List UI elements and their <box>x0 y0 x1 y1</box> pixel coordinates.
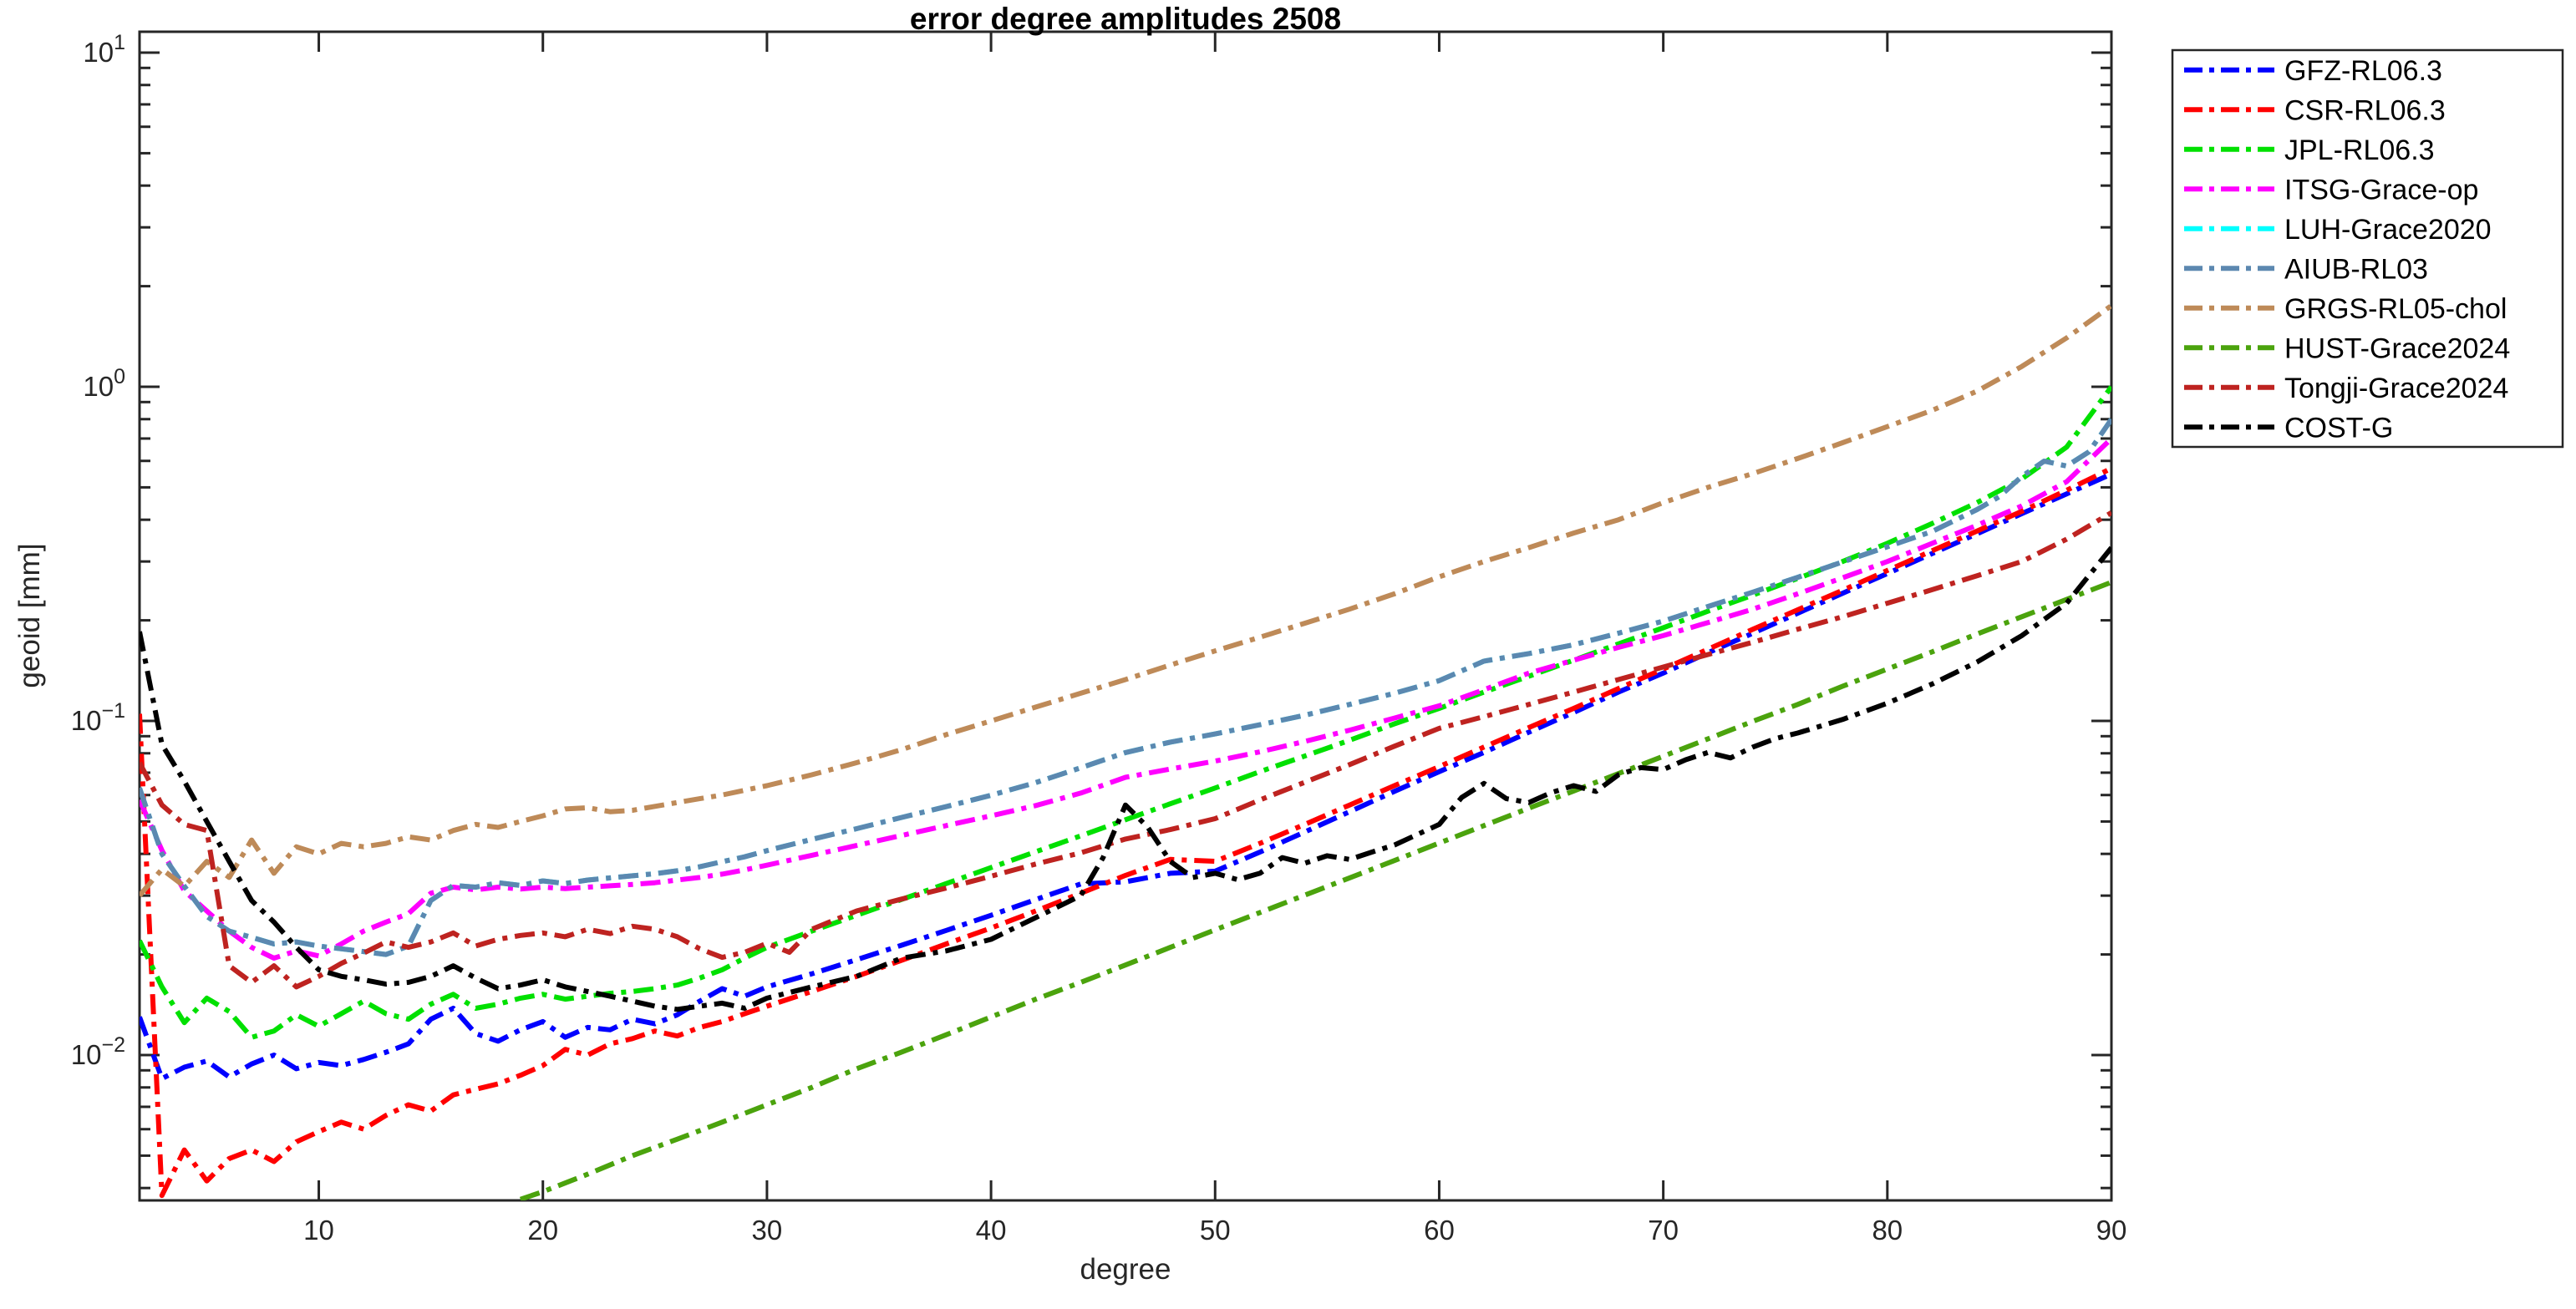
legend-item: COST-G <box>2184 412 2393 444</box>
legend-item: GFZ-RL06.3 <box>2184 55 2442 87</box>
y-tick-label: 10−1 <box>71 699 125 736</box>
series-line-ITSG-Grace-op <box>140 436 2111 961</box>
legend-item: ITSG-Grace-op <box>2184 174 2478 205</box>
x-tick-label: 10 <box>303 1215 334 1246</box>
legend-item: HUST-Grace2024 <box>2184 332 2510 364</box>
y-tick-label: 101 <box>83 31 125 68</box>
plot-box <box>138 30 2113 1202</box>
x-tick-label: 70 <box>1648 1215 1679 1246</box>
legend-item: Tongji-Grace2024 <box>2184 373 2508 404</box>
x-tick-label: 90 <box>2096 1215 2127 1246</box>
legend-label: AIUB-RL03 <box>2284 253 2428 285</box>
legend-label: GRGS-RL05-chol <box>2284 293 2507 325</box>
y-axis-label: geoid [mm] <box>13 543 46 688</box>
x-tick-label: 80 <box>1872 1215 1903 1246</box>
x-axis-label: degree <box>1080 1253 1171 1286</box>
x-tick-label: 50 <box>1200 1215 1231 1246</box>
legend-label: Tongji-Grace2024 <box>2284 373 2508 404</box>
series-line-JPL-RL06.3 <box>140 385 2111 1040</box>
y-tick-label: 10−2 <box>71 1033 125 1070</box>
series-line-Tongji-Grace2024 <box>140 510 2111 990</box>
tick-labels: 10 20 30 40 50 60 70 80 90 101 100 10−1 10−2 <box>71 31 2127 1246</box>
legend-item: LUH-Grace2020 <box>2184 214 2492 246</box>
series-line-HUST-Grace2024 <box>519 580 2111 1200</box>
x-tick-label: 20 <box>527 1215 558 1246</box>
legend-item: JPL-RL06.3 <box>2184 134 2435 166</box>
series-lines <box>140 303 2111 1200</box>
legend-label: COST-G <box>2284 412 2393 444</box>
legend: GFZ-RL06.3 CSR-RL06.3 JPL-RL06.3 ITSG-Grace… <box>2171 48 2564 449</box>
x-tick-label: 40 <box>976 1215 1007 1246</box>
legend-box <box>2171 48 2564 449</box>
series-line-AIUB-RL03 <box>140 418 2111 957</box>
legend-item: AIUB-RL03 <box>2184 253 2428 285</box>
legend-label: HUST-Grace2024 <box>2284 332 2510 364</box>
chart-title: error degree amplitudes 2508 <box>909 2 1342 36</box>
series-line-GFZ-RL06.3 <box>140 471 2111 1082</box>
series-line-GRGS-RL05-chol <box>140 303 2111 898</box>
axis-ticks <box>140 32 2113 1200</box>
legend-label: CSR-RL06.3 <box>2284 94 2446 126</box>
x-tick-label: 30 <box>752 1215 783 1246</box>
series-line-COST-G <box>140 545 2111 1012</box>
x-tick-label: 60 <box>1424 1215 1455 1246</box>
y-tick-label: 100 <box>83 365 125 402</box>
legend-label: ITSG-Grace-op <box>2284 174 2478 205</box>
legend-item: GRGS-RL05-chol <box>2184 293 2507 325</box>
legend-item: CSR-RL06.3 <box>2184 94 2446 126</box>
legend-label: JPL-RL06.3 <box>2284 134 2435 166</box>
series-line-CSR-RL06.3 <box>140 466 2111 1199</box>
legend-label: LUH-Grace2020 <box>2284 214 2492 246</box>
legend-label: GFZ-RL06.3 <box>2284 55 2442 87</box>
